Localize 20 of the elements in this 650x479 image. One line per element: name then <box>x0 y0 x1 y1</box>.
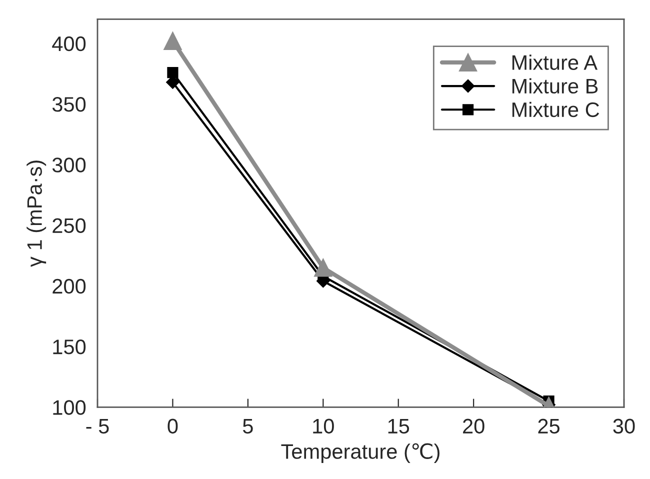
x-tick-label: 30 <box>613 418 635 434</box>
legend-label: Mixture A <box>512 54 598 70</box>
x-axis-title: Temperature (℃) <box>281 443 440 464</box>
x-tick-label: 5 <box>242 419 253 434</box>
y-tick-label: 150 <box>53 340 86 354</box>
y-tick-label: 200 <box>52 278 86 294</box>
legend-label: Mixture B <box>512 78 598 94</box>
y-tick-label: 350 <box>52 97 86 112</box>
x-tick-label: 25 <box>538 418 560 434</box>
y-tick-label: 250 <box>52 218 86 234</box>
x-tick-label: 15 <box>388 419 410 434</box>
x-tick-label: 0 <box>168 418 178 434</box>
y-tick-label: 400 <box>52 36 86 52</box>
x-tick-label: - 5 <box>86 419 109 434</box>
x-tick-label: 20 <box>463 418 484 434</box>
y-tick-label: 100 <box>53 400 86 415</box>
y-axis-title: γ 1 (mPa·s) <box>26 160 46 267</box>
x-tick-label: 10 <box>313 418 334 434</box>
y-tick-label: 300 <box>52 158 86 172</box>
legend-label: Mixture C <box>512 102 600 118</box>
